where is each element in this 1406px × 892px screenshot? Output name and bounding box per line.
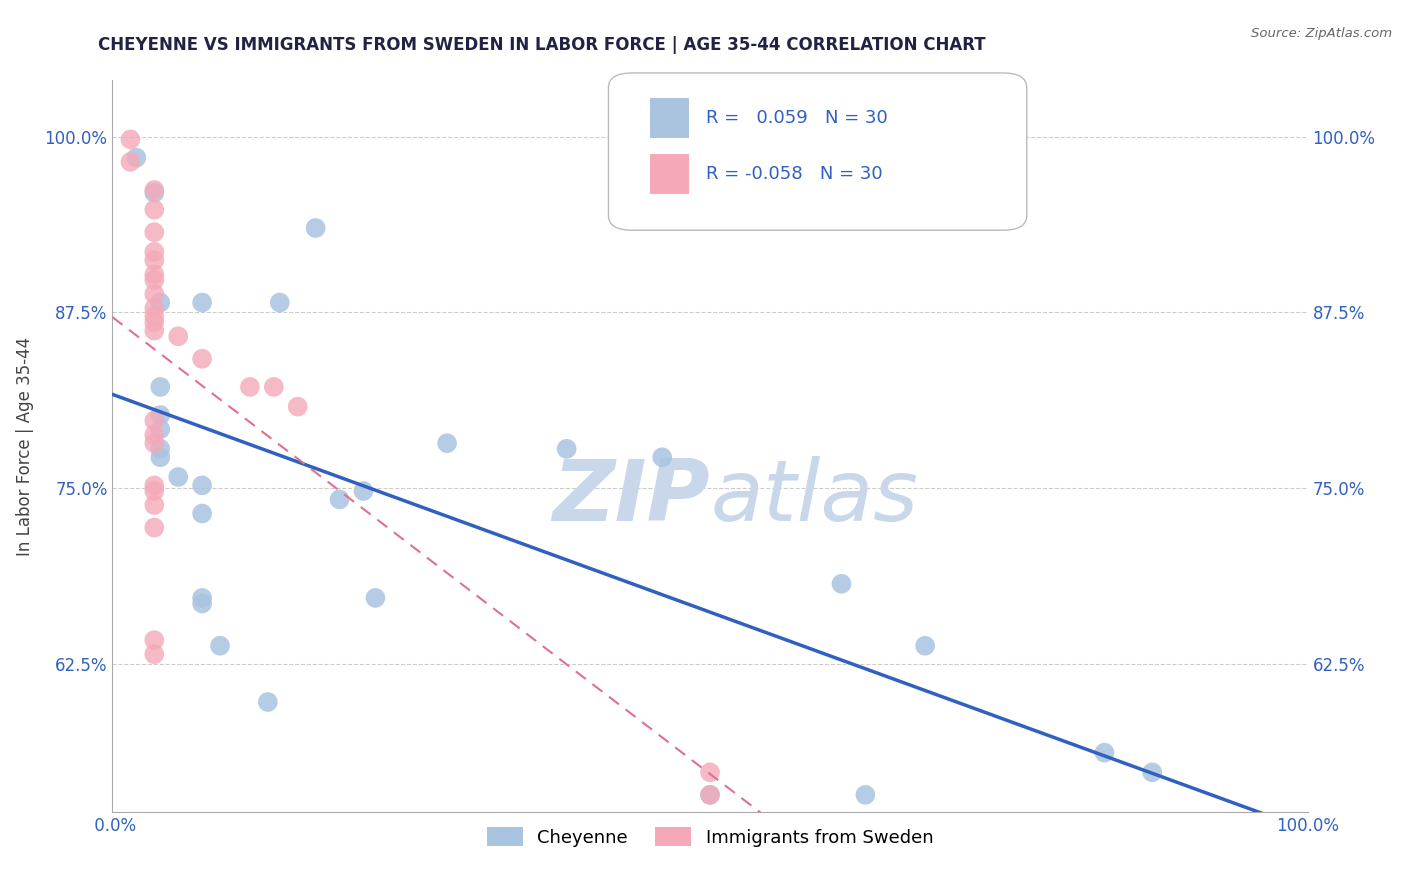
FancyBboxPatch shape: [609, 73, 1026, 230]
Point: [143, 427, 166, 442]
Text: atlas: atlas: [710, 456, 918, 539]
Point: [143, 483, 166, 498]
Point: [831, 577, 853, 591]
Point: [143, 498, 166, 512]
Point: [699, 788, 721, 802]
Point: [143, 287, 166, 301]
Y-axis label: In Labor Force | Age 35-44: In Labor Force | Age 35-44: [15, 336, 34, 556]
Point: [143, 225, 166, 239]
Point: [143, 244, 166, 259]
Point: [191, 351, 214, 366]
Point: [914, 639, 936, 653]
Text: Source: ZipAtlas.com: Source: ZipAtlas.com: [1251, 27, 1392, 40]
Point: [143, 633, 166, 648]
Text: ZIP: ZIP: [553, 456, 710, 539]
Point: [287, 400, 309, 414]
Point: [167, 470, 190, 484]
Point: [257, 695, 280, 709]
Point: [269, 295, 291, 310]
Point: [143, 478, 166, 492]
Point: [699, 788, 721, 802]
Point: [436, 436, 458, 450]
Point: [191, 507, 214, 521]
Point: [143, 520, 166, 534]
Point: [125, 151, 148, 165]
Text: CHEYENNE VS IMMIGRANTS FROM SWEDEN IN LABOR FORCE | AGE 35-44 CORRELATION CHART: CHEYENNE VS IMMIGRANTS FROM SWEDEN IN LA…: [98, 36, 986, 54]
Point: [143, 436, 166, 450]
Point: [120, 154, 142, 169]
Point: [149, 450, 172, 465]
Point: [143, 186, 166, 200]
Point: [191, 597, 214, 611]
Point: [699, 765, 721, 780]
Legend: Cheyenne, Immigrants from Sweden: Cheyenne, Immigrants from Sweden: [479, 820, 941, 854]
Text: R =   0.059   N = 30: R = 0.059 N = 30: [706, 110, 889, 128]
Point: [143, 324, 166, 338]
Point: [855, 788, 877, 802]
Point: [191, 591, 214, 605]
Point: [364, 591, 387, 605]
Point: [143, 301, 166, 315]
Point: [149, 422, 172, 436]
FancyBboxPatch shape: [651, 98, 689, 138]
Point: [1094, 746, 1116, 760]
Text: R = -0.058   N = 30: R = -0.058 N = 30: [706, 165, 883, 183]
Point: [651, 450, 673, 465]
Point: [143, 310, 166, 324]
Point: [167, 329, 190, 343]
Point: [305, 221, 328, 235]
Point: [555, 442, 578, 456]
Point: [120, 132, 142, 146]
Point: [263, 380, 285, 394]
Point: [143, 273, 166, 287]
FancyBboxPatch shape: [651, 153, 689, 194]
Point: [191, 295, 214, 310]
Point: [143, 647, 166, 661]
Point: [143, 253, 166, 268]
Point: [239, 380, 262, 394]
Point: [143, 414, 166, 428]
Point: [149, 380, 172, 394]
Point: [143, 315, 166, 329]
Point: [1142, 765, 1164, 780]
Point: [149, 442, 172, 456]
Point: [352, 483, 374, 498]
Point: [209, 639, 232, 653]
Point: [143, 268, 166, 282]
Point: [143, 183, 166, 197]
Point: [149, 295, 172, 310]
Point: [329, 492, 352, 507]
Point: [143, 202, 166, 217]
Point: [191, 478, 214, 492]
Point: [149, 408, 172, 422]
